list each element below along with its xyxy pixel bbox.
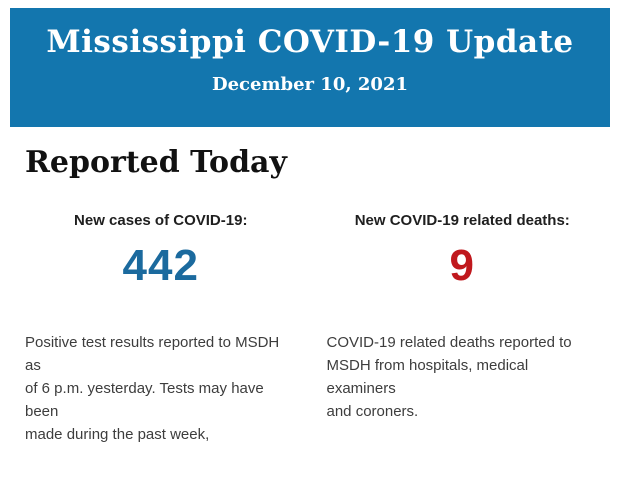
stats-grid: New cases of COVID-19: 442 Positive test… [25, 212, 598, 446]
stat-value-deaths: 9 [449, 241, 475, 290]
stat-label-new-cases: New cases of COVID-19: [74, 212, 248, 229]
stat-description-deaths: COVID-19 related deaths reported to MSDH… [326, 334, 572, 420]
stat-label-deaths: New COVID-19 related deaths: [354, 212, 570, 229]
stat-value-new-cases: 442 [122, 241, 199, 290]
page-title: Mississippi COVID-19 Update [46, 24, 574, 60]
stat-description-new-cases: Positive test results reported to MSDH a… [25, 334, 280, 443]
section-heading: Reported Today [25, 145, 287, 180]
header-banner: Mississippi COVID-19 Update December 10,… [10, 8, 610, 127]
date-subtitle: December 10, 2021 [212, 73, 408, 95]
stat-card-new-cases: New cases of COVID-19: 442 Positive test… [25, 212, 297, 446]
stat-card-deaths: New COVID-19 related deaths: 9 COVID-19 … [327, 212, 599, 446]
